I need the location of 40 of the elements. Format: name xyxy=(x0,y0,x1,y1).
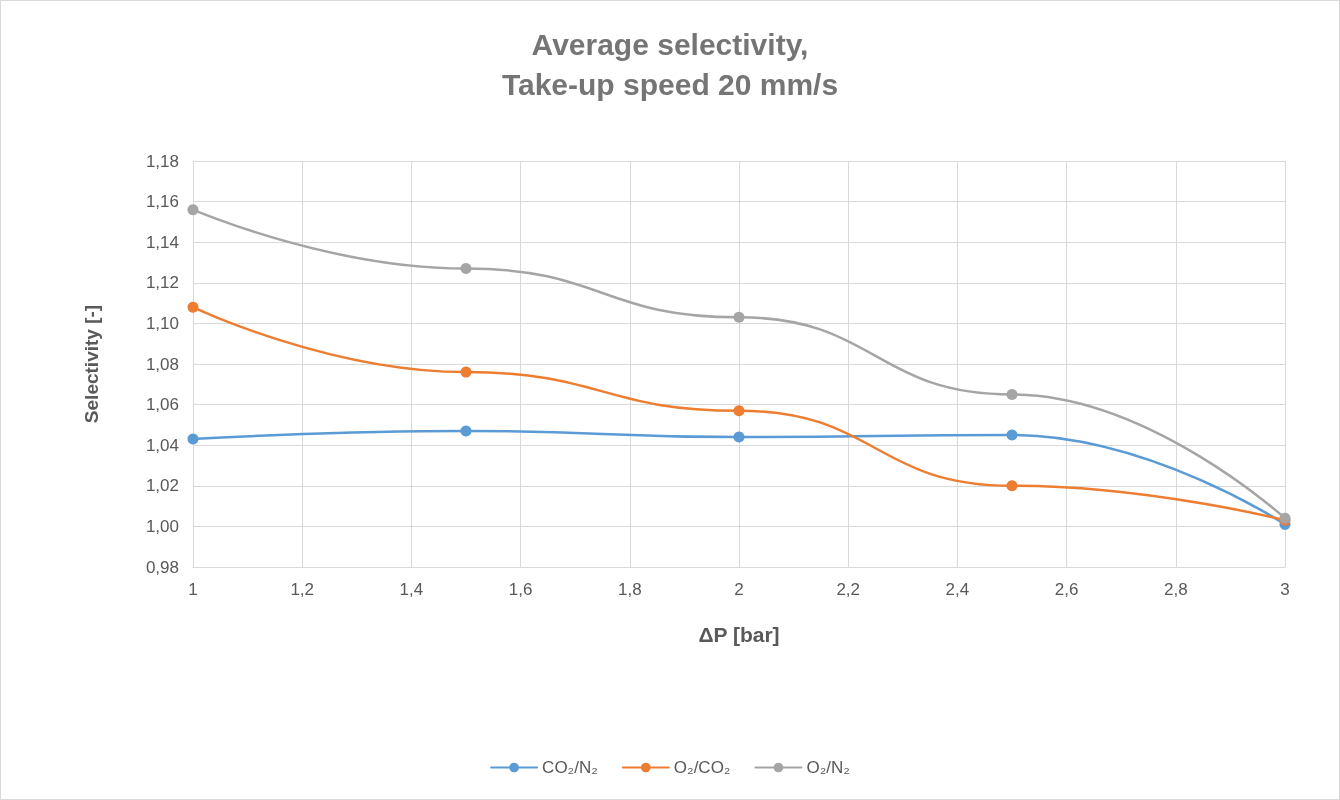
y-tick-label: 1,10 xyxy=(145,313,179,333)
point xyxy=(187,301,199,313)
point xyxy=(1006,429,1018,441)
chart-title: Average selectivity, Take-up speed 20 mm/s xyxy=(501,27,839,101)
y-tick-label: 1,08 xyxy=(145,354,179,374)
legend-label: CO₂/N₂ xyxy=(542,758,598,777)
legend-label: O₂/CO₂ xyxy=(673,758,731,777)
y-tick-label: 1,12 xyxy=(145,273,179,293)
x-axis-title: ΔP [bar] xyxy=(698,623,780,646)
x-tick-label: 3 xyxy=(1280,580,1290,599)
x-tick-label: 1,2 xyxy=(290,580,315,599)
x-tick-label: 1,4 xyxy=(399,580,424,599)
legend-label: O₂/N₂ xyxy=(806,758,850,777)
point xyxy=(1006,388,1018,400)
point xyxy=(460,425,472,437)
y-axis-title: Selectivity [-] xyxy=(81,304,102,424)
y-tick-label: 1,00 xyxy=(145,516,179,536)
x-tick-label: 1,6 xyxy=(508,580,533,599)
point xyxy=(733,431,745,443)
x-tick-label: 1,8 xyxy=(617,580,642,599)
y-tick-label: 1,14 xyxy=(145,232,179,252)
point xyxy=(733,405,745,417)
y-tick-label: 0,98 xyxy=(145,557,179,577)
point xyxy=(733,311,745,323)
y-tick-label: 1,02 xyxy=(145,476,179,496)
point xyxy=(460,263,472,275)
x-tick-label: 1 xyxy=(188,580,198,599)
x-tick-label: 2,2 xyxy=(836,580,861,599)
y-tick-label: 1,18 xyxy=(145,151,179,171)
point xyxy=(1006,480,1018,492)
y-tick-label: 1,06 xyxy=(145,395,179,415)
point xyxy=(460,366,472,378)
point xyxy=(187,204,199,216)
x-tick-label: 2,8 xyxy=(1163,580,1188,599)
x-tick-label: 2,4 xyxy=(945,580,970,599)
x-tick-label: 2 xyxy=(734,580,744,599)
y-tick-label: 1,16 xyxy=(145,192,179,212)
y-tick-label: 1,04 xyxy=(145,435,179,455)
x-tick-label: 2,6 xyxy=(1054,580,1079,599)
point xyxy=(187,433,199,445)
